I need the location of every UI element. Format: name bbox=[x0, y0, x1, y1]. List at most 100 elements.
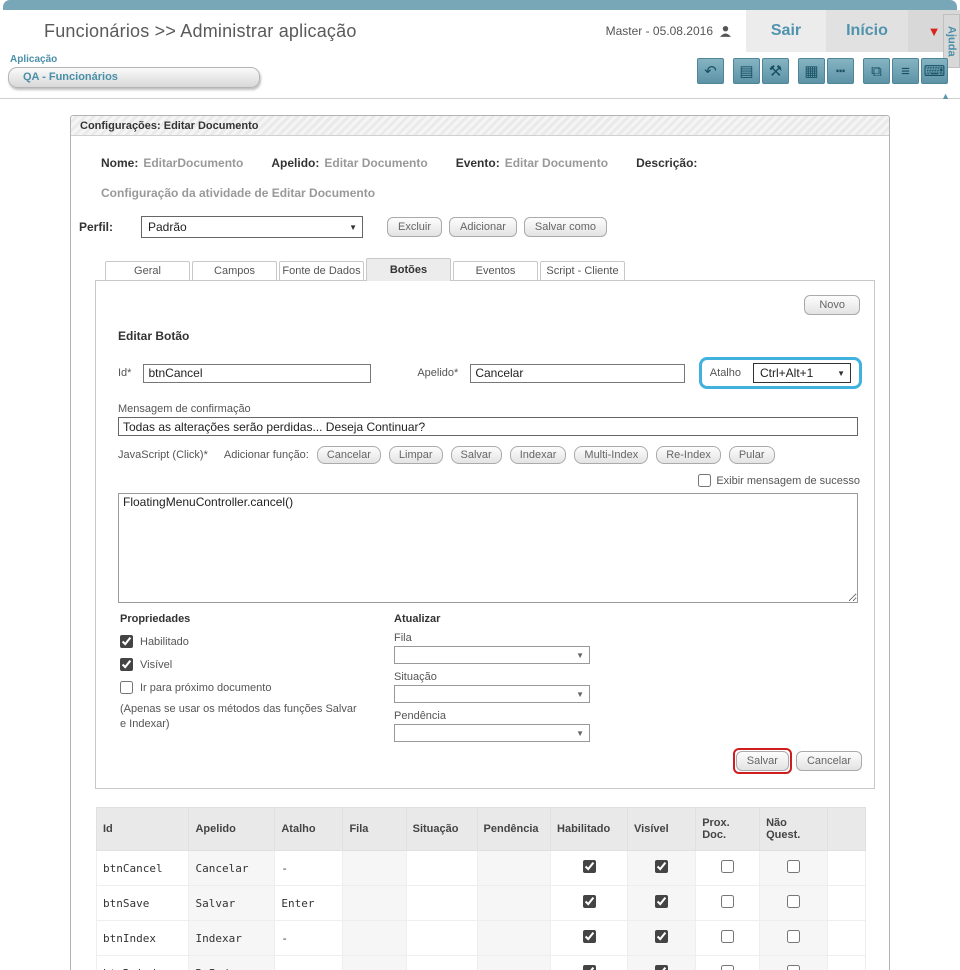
row-prox-doc-checkbox[interactable] bbox=[721, 895, 735, 908]
grid-checkboxes-icon[interactable]: ▦ bbox=[798, 58, 825, 84]
top-accent-bar bbox=[3, 0, 957, 10]
table-row[interactable]: btnReindexReIndexar- bbox=[95, 955, 866, 970]
activity-subtitle: Configuração da atividade de Editar Docu… bbox=[101, 186, 376, 200]
situacao-label: Situação bbox=[394, 671, 437, 683]
descricao-label: Descrição: bbox=[636, 156, 698, 170]
apelido-value: Editar Documento bbox=[324, 156, 428, 170]
tab-script-cliente[interactable]: Script - Cliente bbox=[540, 261, 625, 280]
atualizar-title: Atualizar bbox=[394, 613, 441, 625]
mensagem-confirmacao-input[interactable] bbox=[118, 417, 858, 436]
row-prox-doc-checkbox[interactable] bbox=[721, 965, 735, 970]
page-title: Funcionários >> Administrar aplicação bbox=[44, 20, 357, 41]
row-habilitado-checkbox[interactable] bbox=[582, 895, 596, 908]
row-prox-doc-checkbox[interactable] bbox=[721, 860, 735, 873]
table-row[interactable]: btnSave Salvar Enter bbox=[95, 885, 866, 921]
funcao-indexar-button[interactable]: Indexar bbox=[509, 446, 567, 464]
mensagem-confirmacao-label: Mensagem de confirmação bbox=[118, 403, 251, 415]
propriedades-title: Propriedades bbox=[120, 613, 191, 625]
editar-botao-title: Editar Botão bbox=[118, 329, 190, 343]
nome-label: Nome: bbox=[101, 156, 139, 170]
row-habilitado-checkbox[interactable] bbox=[582, 965, 596, 970]
funcao-re-index-button[interactable]: Re-Index bbox=[656, 446, 721, 464]
botoes-tab-content: Novo Editar Botão Id* Apelido* Atalho Ct… bbox=[95, 280, 875, 789]
application-bar: Aplicação QA - Funcionários ↶ ▤ ⚒ ▦ ┅ ⧉ … bbox=[0, 52, 960, 101]
id-input[interactable] bbox=[143, 363, 372, 383]
keyboard-icon[interactable]: ⌨ bbox=[921, 58, 948, 84]
evento-value: Editar Documento bbox=[504, 156, 609, 170]
excluir-button[interactable]: Excluir bbox=[387, 217, 443, 237]
report-icon[interactable]: ▤ bbox=[733, 58, 760, 84]
checklist-icon[interactable]: ≡ bbox=[892, 58, 919, 84]
red-triangle-icon: ▼ bbox=[927, 23, 941, 39]
tab-campos[interactable]: Campos bbox=[192, 261, 277, 280]
salvar-como-button[interactable]: Salvar como bbox=[523, 217, 608, 237]
tab-geral[interactable]: Geral bbox=[105, 261, 190, 280]
salvar-highlight-box: Salvar bbox=[732, 748, 792, 774]
table-header-row: Id Apelido Atalho Fila Situação Pendênci… bbox=[95, 807, 866, 851]
id-row: Id* Apelido* Atalho Ctrl+Alt+1 ▼ bbox=[118, 357, 862, 389]
aplicacao-label: Aplicação bbox=[10, 54, 58, 65]
pendencia-select[interactable]: ▼ bbox=[394, 724, 590, 742]
exibir-mensagem-checkbox[interactable] bbox=[698, 474, 712, 487]
tab-bar: Geral Campos Fonte de Dados Botões Event… bbox=[105, 258, 889, 281]
funcao-pular-button[interactable]: Pular bbox=[728, 446, 775, 464]
toolbar: ↶ ▤ ⚒ ▦ ┅ ⧉ ≡ ⌨ bbox=[695, 58, 948, 84]
apelido-label: Apelido: bbox=[271, 156, 320, 170]
cancelar-button[interactable]: Cancelar bbox=[795, 751, 862, 771]
fila-label: Fila bbox=[394, 632, 412, 644]
row-visivel-checkbox[interactable] bbox=[655, 860, 669, 873]
chevron-down-icon: ▼ bbox=[576, 728, 584, 738]
propriedades-column: Propriedades Habilitado Visível Ir para … bbox=[120, 613, 378, 742]
funcao-multi-index-button[interactable]: Multi-Index bbox=[574, 446, 649, 464]
atualizar-column: Atualizar Fila ▼ Situação ▼ Pendência ▼ bbox=[394, 613, 590, 742]
visivel-checkbox[interactable] bbox=[120, 658, 133, 671]
tab-fonte-de-dados[interactable]: Fonte de Dados bbox=[279, 261, 364, 280]
tab-eventos[interactable]: Eventos bbox=[453, 261, 538, 280]
novo-button[interactable]: Novo bbox=[804, 295, 860, 315]
perfil-row: Perfil: Padrão ▼ Excluir Adicionar Salva… bbox=[79, 216, 889, 238]
atalho-select[interactable]: Ctrl+Alt+1 ▼ bbox=[753, 363, 851, 383]
funcao-salvar-button[interactable]: Salvar bbox=[450, 446, 502, 464]
habilitado-checkbox[interactable] bbox=[120, 635, 133, 648]
proximo-documento-label: Ir para próximo documento bbox=[140, 681, 272, 694]
table-row[interactable]: btnCancel Cancelar - bbox=[95, 850, 866, 886]
row-visivel-checkbox[interactable] bbox=[655, 965, 669, 970]
tools-icon[interactable]: ⚒ bbox=[762, 58, 789, 84]
salvar-button[interactable]: Salvar bbox=[735, 751, 789, 771]
row-nao-quest-checkbox[interactable] bbox=[787, 965, 801, 970]
row-habilitado-checkbox[interactable] bbox=[582, 930, 596, 943]
javascript-click-row: JavaScript (Click)* Adicionar função: Ca… bbox=[118, 446, 862, 464]
activity-info-row: Nome: EditarDocumento Apelido: Editar Docu… bbox=[101, 156, 889, 170]
table-row[interactable]: btnIndex Indexar - bbox=[95, 920, 866, 956]
undo-icon[interactable]: ↶ bbox=[697, 58, 724, 84]
fila-select[interactable]: ▼ bbox=[394, 646, 590, 664]
perfil-select[interactable]: Padrão ▼ bbox=[141, 216, 363, 238]
collapse-toolbar-icon[interactable]: ▲ bbox=[941, 91, 950, 101]
buttons-table: Id Apelido Atalho Fila Situação Pendênci… bbox=[95, 807, 866, 970]
javascript-click-textarea[interactable]: FloatingMenuController.cancel() bbox=[118, 493, 858, 603]
tab-botoes[interactable]: Botões bbox=[366, 258, 451, 281]
situacao-select[interactable]: ▼ bbox=[394, 685, 590, 703]
row-visivel-checkbox[interactable] bbox=[655, 930, 669, 943]
funcao-limpar-button[interactable]: Limpar bbox=[388, 446, 443, 464]
ajuda-tab[interactable]: Ajuda bbox=[943, 14, 960, 68]
dots-icon[interactable]: ┅ bbox=[827, 58, 854, 84]
evento-label: Evento: bbox=[455, 156, 500, 170]
pages-icon[interactable]: ⧉ bbox=[863, 58, 890, 84]
sair-button[interactable]: Sair bbox=[746, 10, 826, 52]
apelido-input[interactable] bbox=[470, 363, 685, 383]
row-habilitado-checkbox[interactable] bbox=[582, 860, 596, 873]
row-nao-quest-checkbox[interactable] bbox=[787, 860, 801, 873]
aplicacao-selector[interactable]: QA - Funcionários bbox=[8, 67, 260, 88]
proximo-documento-checkbox[interactable] bbox=[120, 681, 133, 694]
inicio-button[interactable]: Início bbox=[826, 10, 908, 52]
row-visivel-checkbox[interactable] bbox=[655, 895, 669, 908]
funcao-cancelar-button[interactable]: Cancelar bbox=[316, 446, 381, 464]
habilitado-label: Habilitado bbox=[140, 635, 189, 648]
chevron-down-icon: ▼ bbox=[576, 650, 584, 660]
row-nao-quest-checkbox[interactable] bbox=[787, 930, 801, 943]
row-prox-doc-checkbox[interactable] bbox=[721, 930, 735, 943]
apelido-field-label: Apelido* bbox=[417, 367, 459, 379]
adicionar-button[interactable]: Adicionar bbox=[449, 217, 517, 237]
row-nao-quest-checkbox[interactable] bbox=[787, 895, 801, 908]
